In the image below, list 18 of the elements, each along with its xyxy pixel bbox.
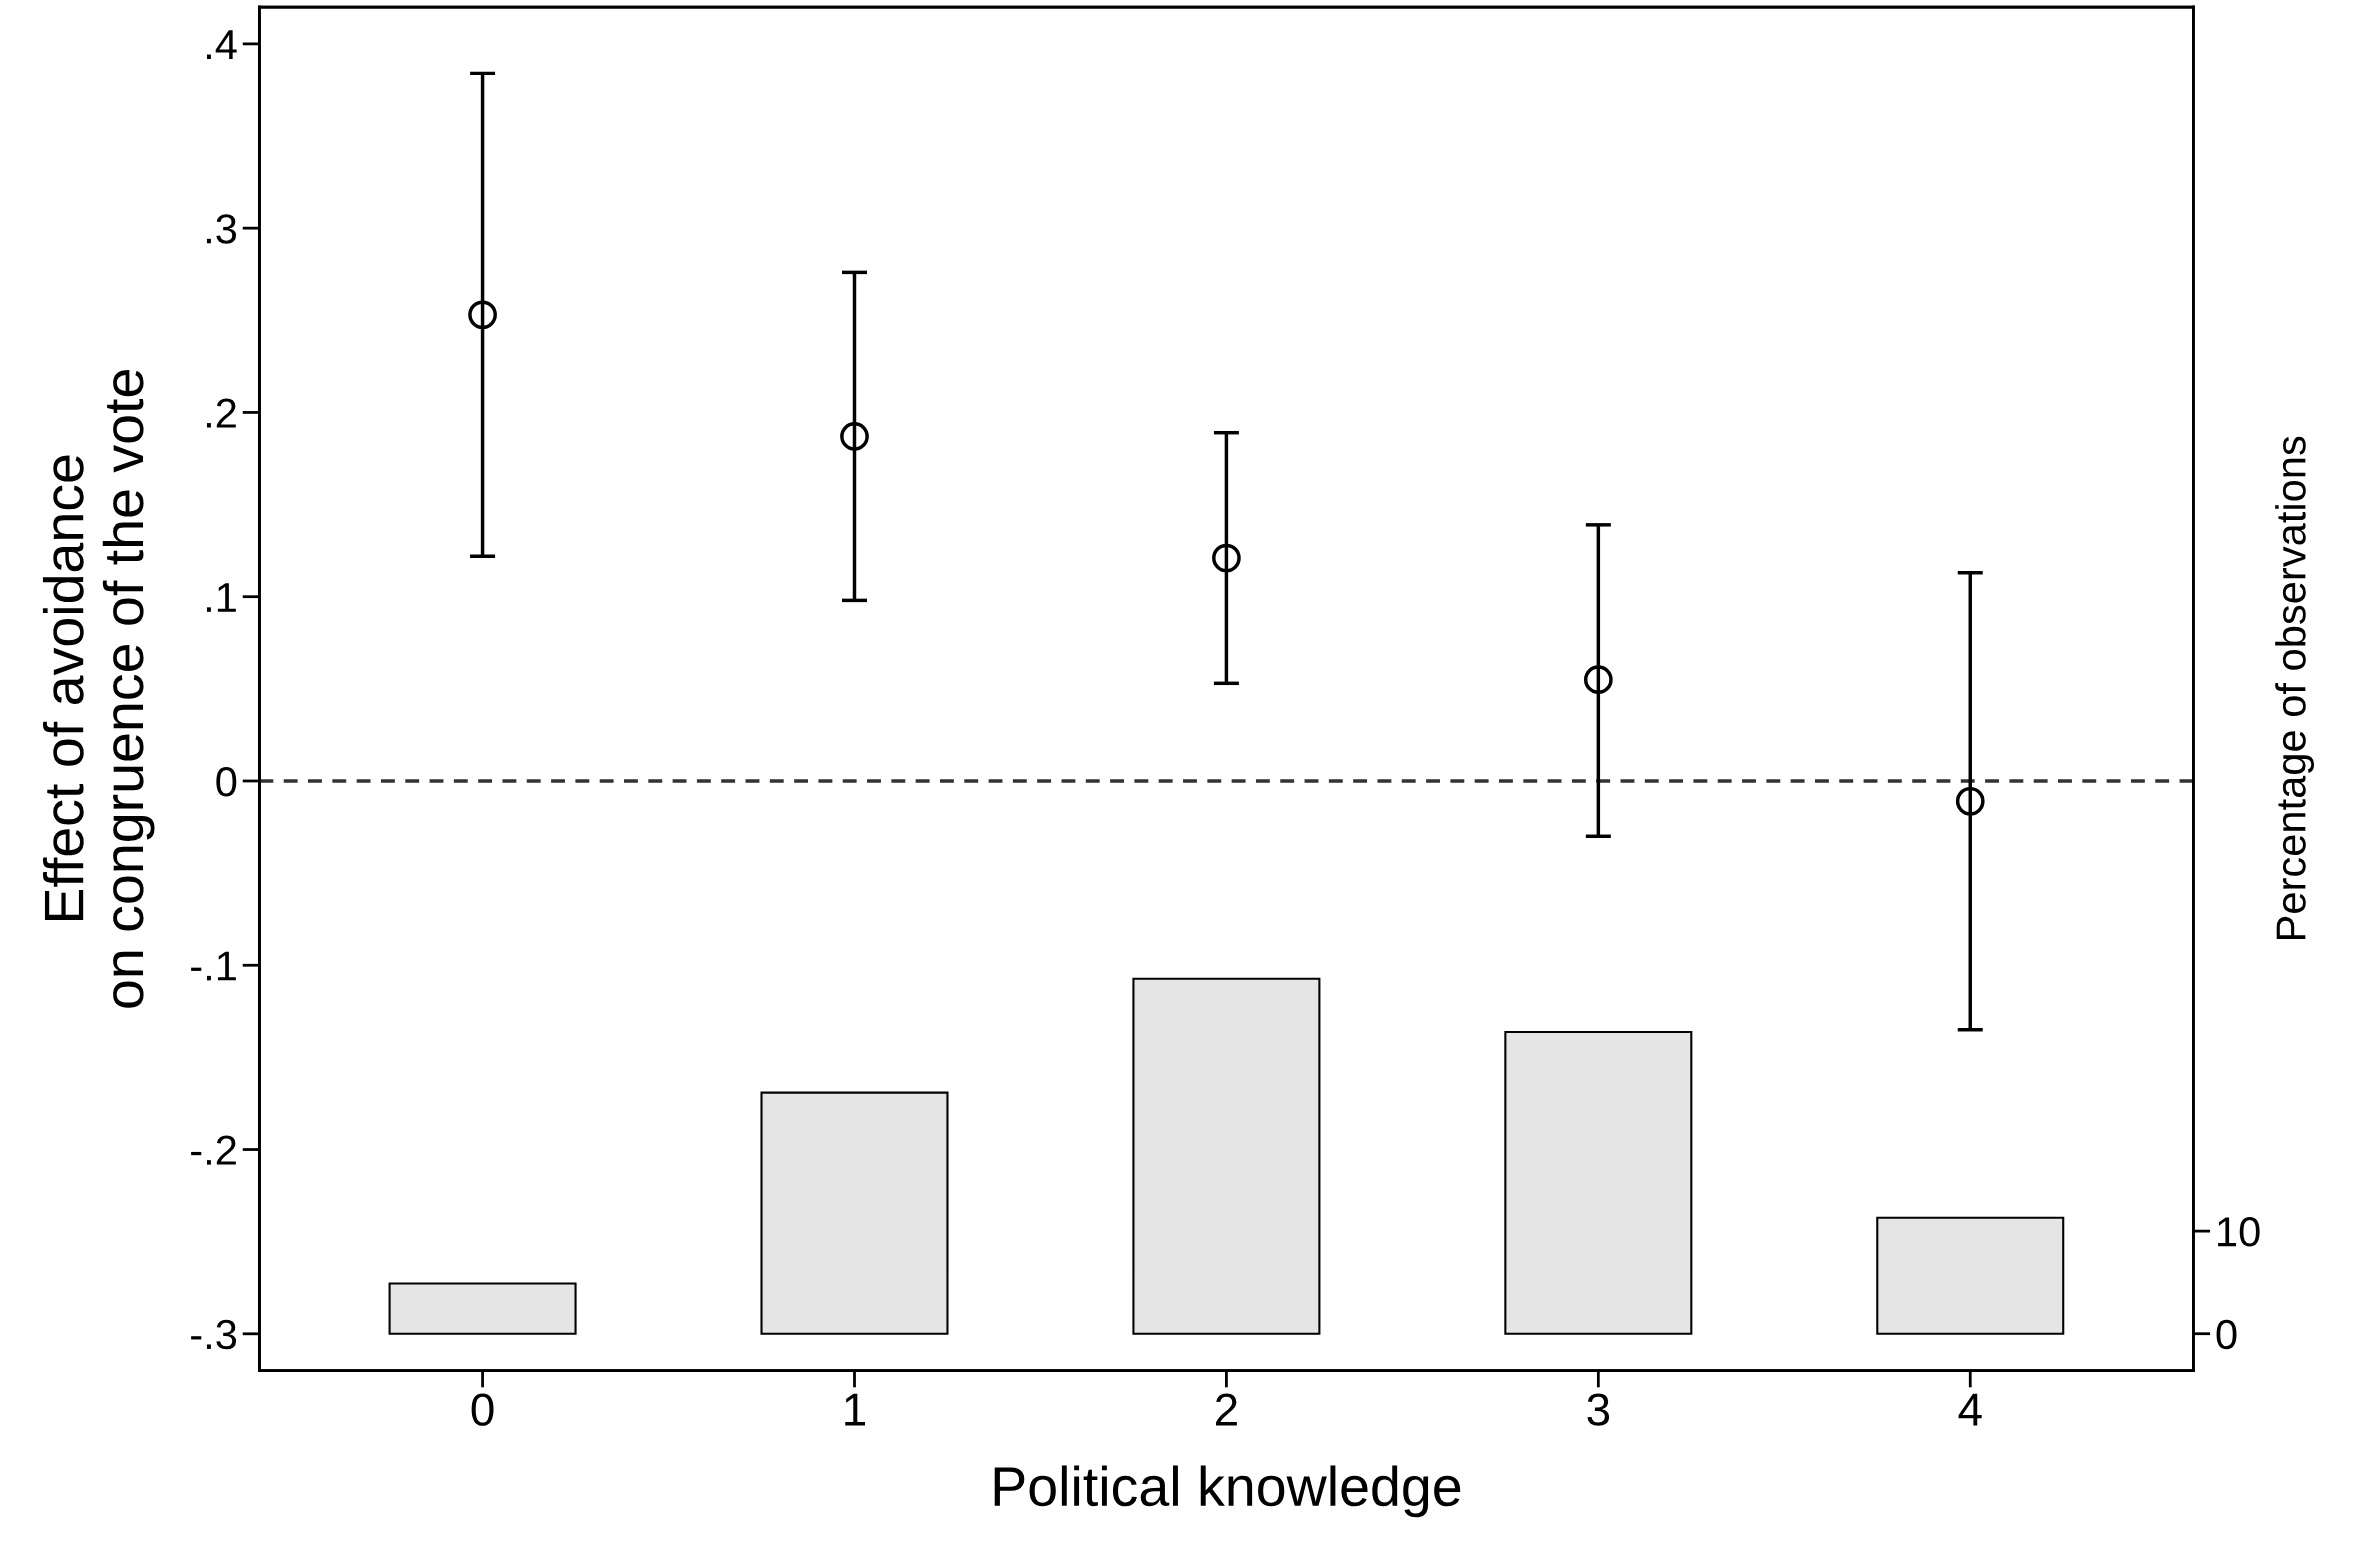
y-tick-label: -.3 — [191, 1319, 237, 1350]
y-tick-label: .3 — [206, 214, 237, 244]
y-tick-label: .4 — [206, 30, 237, 59]
y-tick-label: .2 — [206, 398, 236, 428]
y-axis-title: Effect of avoidance on congruence of the vote — [42, 370, 155, 1008]
y-tick-label: -.2 — [191, 1135, 236, 1165]
y2-tick-label: 10 — [2218, 1217, 2260, 1247]
x-tick-label: 3 — [1587, 1393, 1610, 1426]
x-tick-label: 0 — [471, 1393, 494, 1426]
y-tick-label: -.1 — [191, 951, 236, 981]
y2-axis-title: Percentage of observations — [2275, 436, 2315, 940]
y-tick-label: 0 — [216, 766, 237, 797]
y2-tick-label: 0 — [2216, 1319, 2237, 1350]
x-tick-label: 1 — [845, 1393, 865, 1426]
x-tick-label: 4 — [1958, 1393, 1982, 1426]
y-tick-label: .1 — [206, 583, 236, 612]
x-tick-label: 2 — [1215, 1393, 1237, 1426]
x-axis-title: Political knowledge — [994, 1465, 1461, 1518]
